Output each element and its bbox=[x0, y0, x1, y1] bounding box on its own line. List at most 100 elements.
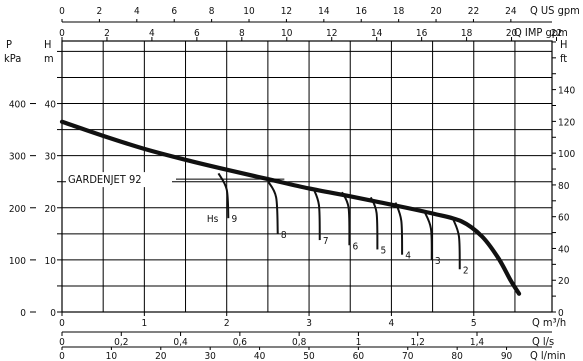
tick-label-flow-ls: 0,4 bbox=[173, 337, 188, 348]
tick-label-flow-impgpm: 20 bbox=[506, 28, 518, 39]
axis-head-label: H bbox=[44, 38, 51, 51]
plot-frame bbox=[61, 40, 553, 313]
npsh-curve bbox=[369, 196, 379, 250]
tick-label-flow-ls: 1 bbox=[356, 337, 362, 348]
tick-label-flow-usgpm: 0 bbox=[59, 6, 65, 17]
tick-label-flow-lmin: 30 bbox=[204, 351, 216, 361]
tick-label-head-ft: 60 bbox=[558, 213, 570, 224]
tick-label-flow-lmin: 20 bbox=[155, 351, 167, 361]
tick-label-flow-lmin: 80 bbox=[451, 351, 463, 361]
series-line-H bbox=[59, 119, 522, 296]
tick-label-head: 30 bbox=[45, 152, 57, 163]
tick-label-flow-impgpm: 4 bbox=[149, 28, 155, 39]
npsh-curve-number: 2 bbox=[463, 265, 469, 276]
tick-label-flow-impgpm: 0 bbox=[59, 28, 65, 39]
npsh-layer: Hs 9 8 7 6 5 4 3 2 bbox=[176, 172, 469, 276]
series-layer bbox=[59, 119, 522, 296]
tick-label-flow-impgpm: 10 bbox=[281, 28, 293, 39]
axis-head-ft-unit: ft bbox=[560, 52, 567, 65]
tick-label-head: 10 bbox=[45, 256, 57, 267]
tick-label-flow-impgpm: 14 bbox=[371, 28, 383, 39]
tick-label-flow-impgpm: 12 bbox=[326, 28, 337, 39]
tick-label-head-ft: 80 bbox=[558, 181, 570, 192]
tick-label-flow-usgpm: 4 bbox=[134, 6, 140, 17]
tick-label-flow-usgpm: 18 bbox=[393, 6, 405, 17]
axis-layer: PkPaHm0100200300400010203040Hft020406080… bbox=[4, 4, 580, 361]
tick-label-flow-impgpm: 16 bbox=[416, 28, 428, 39]
npsh-curve bbox=[452, 218, 461, 270]
tick-label-flow-impgpm: 22 bbox=[551, 28, 562, 39]
tick-label-pressure: 300 bbox=[9, 152, 26, 163]
tick-label-flow-usgpm: 12 bbox=[281, 6, 292, 17]
tick-label-head-ft: 0 bbox=[558, 308, 564, 319]
tick-label-flow-ls: 0 bbox=[59, 337, 65, 348]
tick-label-pressure: 0 bbox=[20, 308, 26, 319]
tick-label-flow-lmin: 60 bbox=[353, 351, 365, 361]
tick-label-head: 40 bbox=[45, 100, 57, 111]
tick-label-head-ft: 20 bbox=[558, 276, 570, 287]
tick-label-flow-impgpm: 8 bbox=[239, 28, 245, 39]
npsh-curve-number: 4 bbox=[405, 251, 411, 262]
tick-label-flow-usgpm: 2 bbox=[97, 6, 103, 17]
axis-flow-lmin-label: Q l/min bbox=[530, 349, 566, 361]
axis-pressure-unit: kPa bbox=[4, 52, 21, 65]
axis-head-ft-label: H bbox=[560, 38, 567, 51]
tick-label-flow-lmin: 10 bbox=[106, 351, 118, 361]
tick-label-flow-m3h: 5 bbox=[471, 318, 477, 329]
tick-label-flow-m3h: 2 bbox=[224, 318, 230, 329]
tick-label-flow-usgpm: 20 bbox=[430, 6, 442, 17]
tick-label-head-ft: 40 bbox=[558, 244, 570, 255]
tick-label-flow-lmin: 70 bbox=[402, 351, 414, 361]
tick-label-head: 20 bbox=[45, 204, 57, 215]
tick-label-flow-usgpm: 8 bbox=[209, 6, 215, 17]
tick-label-flow-impgpm: 6 bbox=[194, 28, 200, 39]
tick-label-flow-usgpm: 10 bbox=[243, 6, 255, 17]
tick-label-flow-usgpm: 14 bbox=[318, 6, 330, 17]
tick-label-flow-lmin: 50 bbox=[303, 351, 315, 361]
npsh-curve bbox=[394, 202, 404, 255]
tick-label-flow-lmin: 0 bbox=[59, 351, 65, 361]
tick-label-pressure: 400 bbox=[9, 100, 26, 111]
axis-flow-m3h-label: Q m³/h bbox=[532, 316, 566, 329]
chart-title: GARDENJET 92 bbox=[68, 173, 142, 186]
npsh-curve bbox=[312, 187, 321, 241]
tick-label-pressure: 100 bbox=[9, 256, 26, 267]
tick-label-flow-m3h: 0 bbox=[59, 318, 65, 329]
npsh-curve bbox=[423, 211, 433, 260]
tick-label-flow-usgpm: 16 bbox=[356, 6, 368, 17]
tick-label-pressure: 200 bbox=[9, 204, 26, 215]
npsh-curve bbox=[266, 180, 279, 234]
npsh-curve-number: 7 bbox=[323, 236, 329, 247]
tick-label-flow-impgpm: 2 bbox=[104, 28, 110, 39]
tick-label-flow-ls: 1,2 bbox=[411, 337, 425, 348]
tick-label-flow-impgpm: 18 bbox=[461, 28, 473, 39]
tick-label-flow-m3h: 3 bbox=[306, 318, 312, 329]
tick-label-flow-lmin: 40 bbox=[254, 351, 266, 361]
axis-pressure-label: P bbox=[6, 38, 12, 51]
tick-label-flow-usgpm: 22 bbox=[468, 6, 479, 17]
axis-flow-ls-label: Q l/s bbox=[532, 335, 554, 348]
npsh-curve-number: 5 bbox=[381, 245, 387, 256]
tick-label-head: 0 bbox=[50, 308, 56, 319]
npsh-curve-number: 8 bbox=[281, 230, 287, 241]
tick-label-head-ft: 120 bbox=[558, 117, 575, 128]
axis-head-unit: m bbox=[44, 52, 54, 65]
tick-label-flow-ls: 1,4 bbox=[470, 337, 485, 348]
tick-label-flow-usgpm: 6 bbox=[171, 6, 177, 17]
tick-label-flow-m3h: 4 bbox=[389, 318, 395, 329]
grid-layer bbox=[61, 40, 553, 313]
npsh-curve-number: 6 bbox=[353, 241, 359, 252]
tick-label-flow-m3h: 1 bbox=[141, 318, 147, 329]
npsh-curve bbox=[217, 172, 230, 219]
npsh-curve-number: 9 bbox=[231, 214, 237, 225]
tick-label-flow-lmin: 90 bbox=[501, 351, 513, 361]
npsh-curve-label: Hs bbox=[207, 214, 219, 225]
tick-label-flow-ls: 0,2 bbox=[114, 337, 128, 348]
axis-flow-impgpm-label: Q IMP gpm bbox=[514, 26, 568, 39]
chart-title-background bbox=[66, 172, 172, 188]
tick-label-flow-ls: 0,6 bbox=[233, 337, 248, 348]
npsh-curve-number: 3 bbox=[435, 256, 441, 267]
tick-label-flow-usgpm: 24 bbox=[505, 6, 517, 17]
